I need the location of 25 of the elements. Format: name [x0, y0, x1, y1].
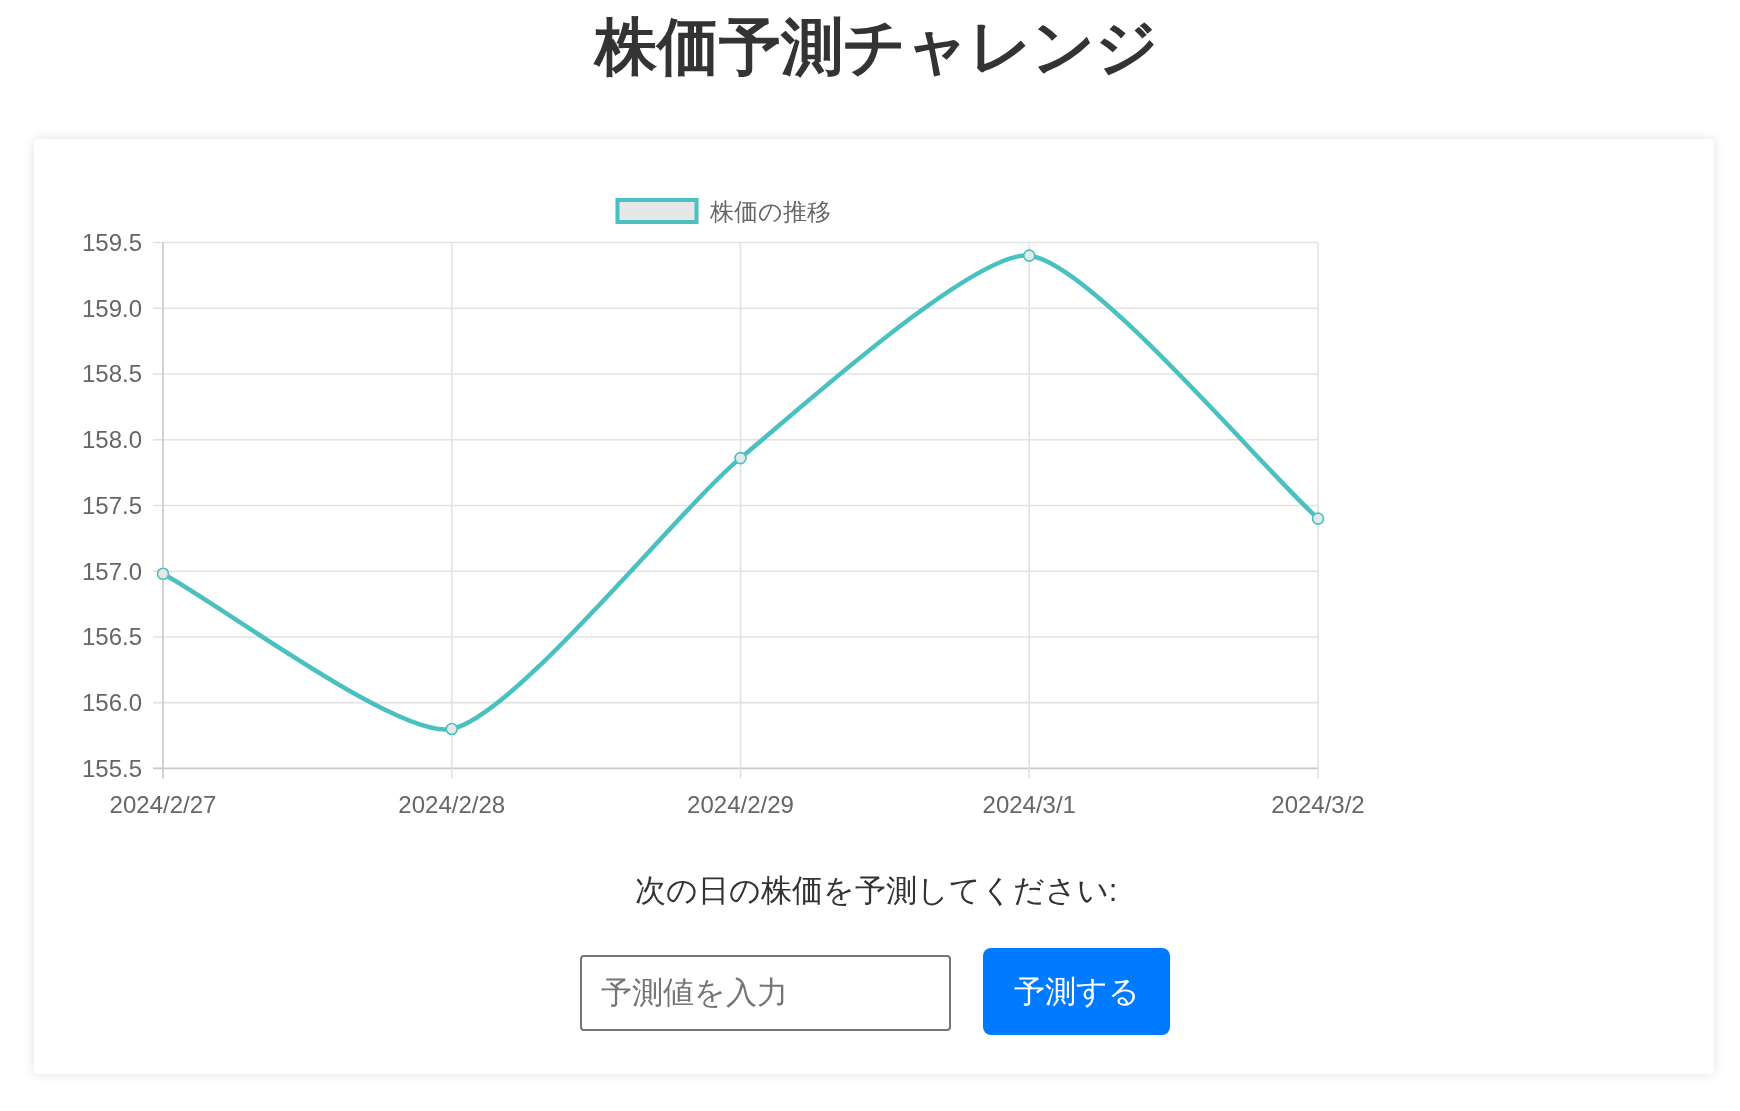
- x-tick-label: 2024/3/1: [982, 791, 1076, 819]
- y-tick-label: 157.0: [81, 557, 142, 585]
- x-tick-label: 2024/2/29: [687, 791, 794, 819]
- y-tick-label: 156.0: [81, 689, 142, 717]
- prompt: 次の日の株価を予測してください:: [634, 872, 1118, 910]
- legend: 株価の推移: [615, 197, 831, 225]
- y-tick-label: 158.0: [81, 426, 142, 454]
- point: [156, 567, 170, 581]
- y-tick-label: 157.5: [81, 491, 142, 519]
- x-tick-label: 2024/2/28: [398, 791, 506, 819]
- title: 株価予測チャレンジ: [592, 11, 1159, 83]
- point: [734, 451, 747, 465]
- point: [1311, 512, 1325, 525]
- y-tick-label: 159.5: [81, 229, 142, 256]
- point: [1022, 249, 1036, 262]
- y-tick-label: 159.0: [81, 294, 142, 322]
- y-tick-label: 155.5: [81, 754, 142, 782]
- point: [445, 722, 459, 736]
- x-tick-label: 2024/3/2: [1271, 791, 1365, 819]
- button: 予測する: [983, 948, 1170, 1035]
- input: 予測値を入力: [580, 955, 951, 1031]
- y-tick-label: 156.5: [81, 623, 142, 651]
- y-tick-label: 158.5: [81, 360, 142, 388]
- legend-label: 株価の推移: [708, 197, 831, 225]
- x-tick-label: 2024/2/27: [109, 791, 217, 819]
